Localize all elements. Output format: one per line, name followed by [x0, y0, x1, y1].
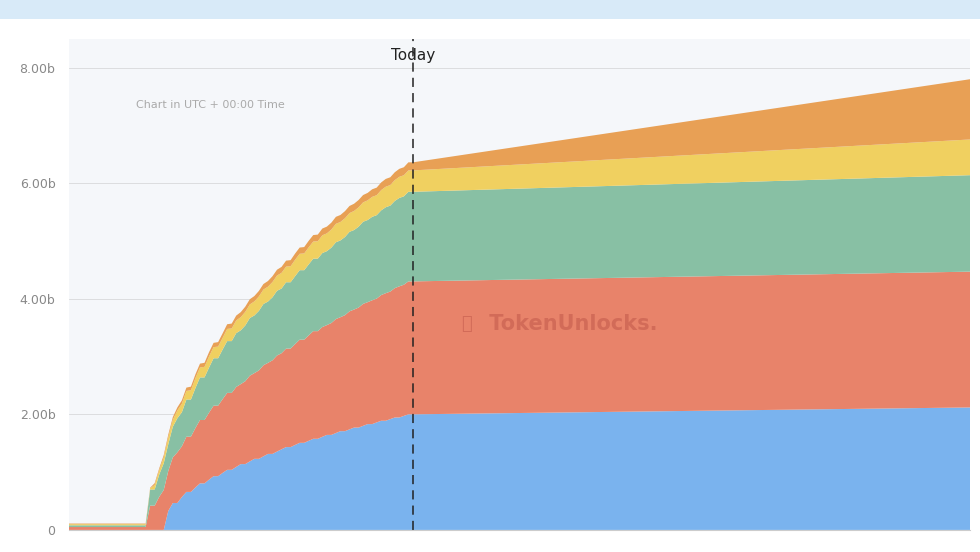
Text: TokenUnlocks.: TokenUnlocks.	[481, 314, 657, 333]
Text: Chart in UTC + 00:00 Time: Chart in UTC + 00:00 Time	[136, 100, 285, 110]
Text: 🔒: 🔒	[461, 315, 471, 333]
Text: Today: Today	[391, 48, 435, 63]
